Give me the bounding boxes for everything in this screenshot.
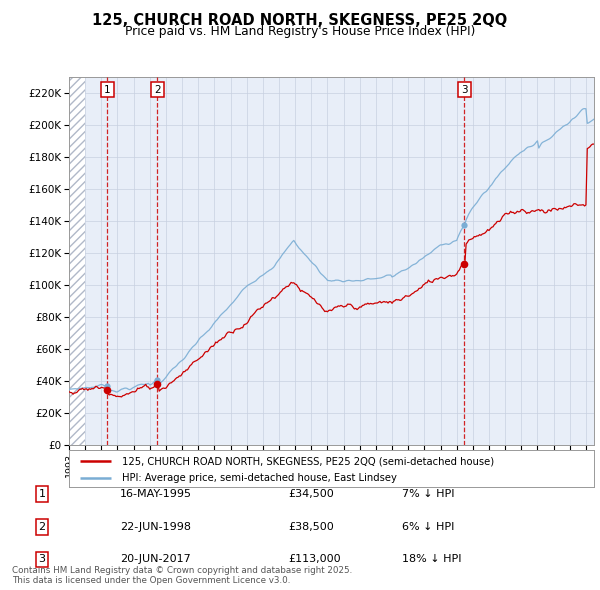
Text: 2: 2 (154, 84, 161, 94)
Bar (69, 77, 85, 445)
Text: 125, CHURCH ROAD NORTH, SKEGNESS, PE25 2QQ (semi-detached house): 125, CHURCH ROAD NORTH, SKEGNESS, PE25 2… (121, 456, 494, 466)
Text: 7% ↓ HPI: 7% ↓ HPI (402, 489, 455, 499)
Text: 125, CHURCH ROAD NORTH, SKEGNESS, PE25 2QQ: 125, CHURCH ROAD NORTH, SKEGNESS, PE25 2… (92, 13, 508, 28)
Text: 1: 1 (38, 489, 46, 499)
Text: 1: 1 (104, 84, 110, 94)
Bar (69, 77, 85, 445)
Text: HPI: Average price, semi-detached house, East Lindsey: HPI: Average price, semi-detached house,… (121, 473, 397, 483)
Text: 16-MAY-1995: 16-MAY-1995 (120, 489, 192, 499)
Text: Price paid vs. HM Land Registry's House Price Index (HPI): Price paid vs. HM Land Registry's House … (125, 25, 475, 38)
Text: 2: 2 (38, 522, 46, 532)
Text: Contains HM Land Registry data © Crown copyright and database right 2025.
This d: Contains HM Land Registry data © Crown c… (12, 566, 352, 585)
Text: £34,500: £34,500 (288, 489, 334, 499)
Text: 3: 3 (38, 555, 46, 564)
Text: £38,500: £38,500 (288, 522, 334, 532)
Text: 22-JUN-1998: 22-JUN-1998 (120, 522, 191, 532)
Text: 3: 3 (461, 84, 467, 94)
Text: £113,000: £113,000 (288, 555, 341, 564)
Text: 18% ↓ HPI: 18% ↓ HPI (402, 555, 461, 564)
Text: 6% ↓ HPI: 6% ↓ HPI (402, 522, 454, 532)
Text: 20-JUN-2017: 20-JUN-2017 (120, 555, 191, 564)
